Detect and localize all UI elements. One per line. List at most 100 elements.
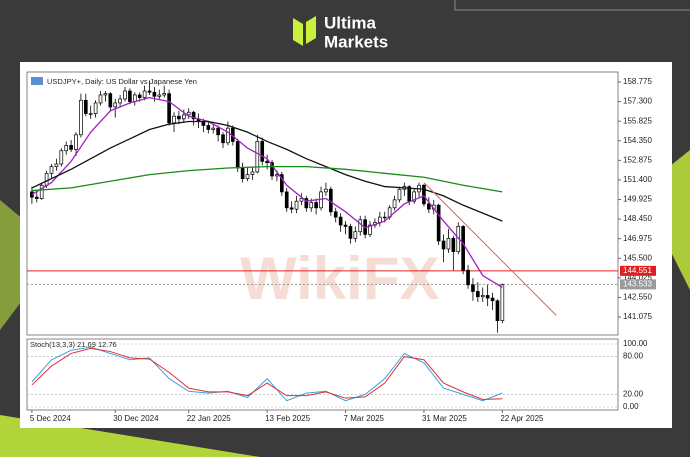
y-tick-label: 146.975 [623, 234, 652, 243]
candle-body [137, 94, 142, 98]
candle-body [250, 171, 255, 175]
candle-body [299, 198, 304, 202]
y-tick-label: 145.500 [623, 253, 652, 262]
candle-body [147, 90, 152, 93]
candle-body [422, 184, 426, 205]
candle-body [451, 237, 456, 252]
candle-body [181, 114, 186, 120]
candle-body [338, 216, 343, 226]
y-tick-label: 148.450 [623, 214, 652, 223]
x-tick-label: 22 Jan 2025 [187, 414, 232, 423]
candle-body [113, 102, 118, 108]
x-tick-label: 22 Apr 2025 [500, 414, 544, 423]
candle-body [167, 93, 171, 124]
x-tick-label: 30 Dec 2024 [113, 414, 159, 423]
x-tick-label: 13 Feb 2025 [265, 414, 310, 423]
x-tick-label: 7 Mar 2025 [344, 414, 385, 423]
candle-body [343, 224, 348, 227]
frame-line [454, 0, 690, 11]
candle-body [378, 216, 382, 223]
y-tick-label: 157.300 [623, 97, 652, 106]
candle-body [240, 167, 245, 179]
brand-top: Ultima [324, 13, 377, 32]
candle-body [480, 295, 485, 298]
candle-body [280, 174, 284, 193]
candle-body [79, 99, 83, 136]
candle-body [397, 188, 402, 201]
candle-body [34, 196, 39, 199]
candle-body [64, 145, 69, 152]
candle-body [98, 94, 103, 104]
candle-body [118, 98, 122, 104]
candle-body [324, 188, 328, 193]
candle-body [446, 237, 451, 250]
stoch-tick-label: 80.00 [623, 352, 644, 361]
plot-layer: 158.775 157.300 155.825 154.350 152.875 151.4… [27, 77, 656, 423]
candle-body [275, 174, 279, 177]
trend-line [423, 182, 557, 316]
candle-body [485, 295, 490, 299]
price-level-label: 144.551 [623, 266, 652, 275]
candle-body [69, 145, 73, 150]
candle-body [157, 94, 162, 97]
candle-body [128, 90, 132, 102]
watermark: WikiFX [240, 245, 439, 312]
y-tick-label: 155.825 [623, 116, 652, 125]
candle-body [59, 150, 64, 165]
candle-body [270, 162, 274, 177]
candle-body [74, 134, 78, 150]
chart-title: USDJPY+, Daily: US Dollar vs Japanese Ye… [47, 77, 197, 86]
stoch-line [31, 346, 503, 402]
logo-icon [306, 16, 316, 44]
moving-average [31, 120, 503, 222]
candle-body [284, 191, 289, 209]
chart-panel [20, 62, 672, 428]
candle-body [466, 269, 470, 286]
candle-body [314, 202, 318, 209]
price-plot-frame [26, 71, 619, 336]
candle-body [427, 203, 431, 210]
candle-body [172, 115, 176, 124]
candle-body [235, 141, 240, 169]
candle-body [226, 127, 230, 144]
y-tick-label: 142.550 [623, 293, 652, 302]
moving-average [31, 166, 503, 193]
candle-body [309, 202, 314, 209]
candle-body [44, 172, 49, 186]
candle-body [216, 127, 220, 136]
stoch-tick-label: 0.00 [623, 402, 639, 411]
y-tick-label: 151.400 [623, 175, 652, 184]
candle-body [476, 291, 480, 298]
candle-body [412, 191, 416, 202]
candle-body [461, 226, 465, 271]
candle-body [368, 224, 372, 235]
candle-body [333, 211, 338, 218]
stoch-plot-frame [26, 338, 619, 411]
candle-body [152, 91, 157, 97]
candle-body [49, 166, 54, 174]
candle-body [255, 141, 260, 173]
candle-body [353, 231, 358, 239]
brand-bottom: Markets [324, 32, 388, 51]
candle-body [162, 93, 167, 96]
candle-body [123, 90, 127, 100]
price-level-box [620, 265, 656, 276]
candle-body [471, 284, 475, 292]
price-level-box [620, 279, 656, 290]
candle-body [103, 93, 108, 96]
candle-body [83, 99, 88, 114]
y-tick-label: 154.350 [623, 136, 652, 145]
candle-body [54, 163, 59, 168]
candle-body [186, 111, 191, 116]
candle-body [39, 184, 44, 199]
y-tick-label: 149.925 [623, 195, 652, 204]
candle-body [260, 141, 265, 162]
stoch-title: Stoch(13,3,3) 21.69 12.76 [30, 340, 117, 349]
candle-body [177, 115, 181, 120]
logo-icon [293, 18, 303, 46]
candle-body [93, 102, 98, 114]
candle-body [490, 297, 495, 302]
logo: Ultima Markets [293, 13, 388, 51]
y-tick-label: 152.875 [623, 155, 652, 164]
